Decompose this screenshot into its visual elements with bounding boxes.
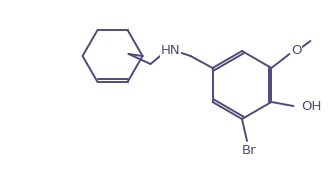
Text: HN: HN [161, 44, 180, 57]
Text: OH: OH [301, 100, 322, 113]
Text: Br: Br [242, 144, 256, 157]
Text: O: O [291, 44, 302, 57]
